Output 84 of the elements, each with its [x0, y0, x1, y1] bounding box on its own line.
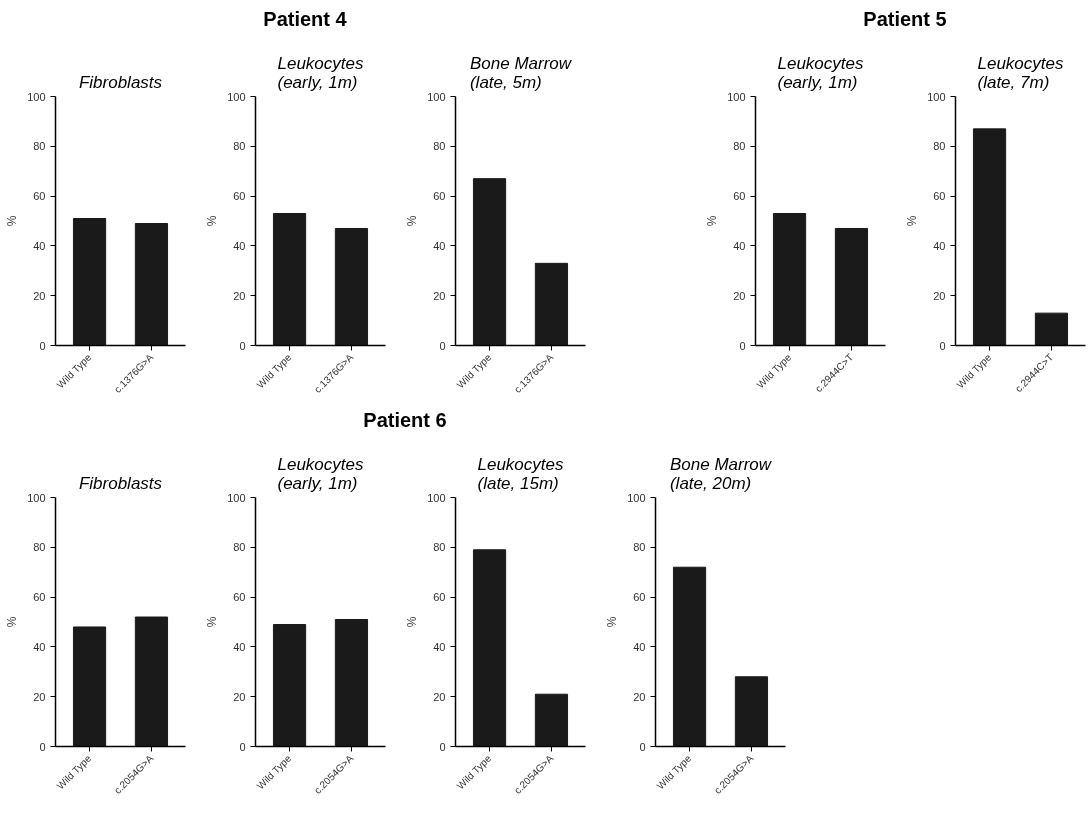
y-tick-label: 20	[33, 690, 46, 703]
y-tick-label: 0	[39, 339, 46, 352]
y-tick-label: 80	[733, 140, 746, 153]
y-tick-label: 40	[233, 239, 246, 252]
y-tick-label: 20	[733, 289, 746, 302]
y-tick-label: 0	[239, 339, 246, 352]
chart-title: Leukocytes (late, 7m)	[977, 53, 1064, 92]
y-tick-label: 80	[233, 140, 246, 153]
y-tick-label: 0	[439, 740, 446, 753]
y-tick-label: 20	[233, 690, 246, 703]
y-tick-label: 0	[939, 339, 946, 352]
chart-title: Leukocytes (early, 1m)	[277, 454, 364, 493]
y-tick-label: 80	[633, 541, 646, 554]
y-axis-title: %	[5, 616, 20, 628]
y-tick-label: 100	[727, 90, 746, 103]
y-tick-label: 0	[39, 740, 46, 753]
y-axis-title: %	[205, 616, 220, 628]
y-tick-label: 60	[733, 190, 746, 203]
y-tick-label: 60	[33, 591, 46, 604]
x-tick-label: Wild Type	[254, 752, 294, 792]
y-axis-title: %	[405, 215, 420, 227]
y-tick-label: 60	[33, 190, 46, 203]
y-tick-label: 80	[433, 140, 446, 153]
x-tick-label: Wild Type	[454, 351, 494, 391]
x-tick-label: Wild Type	[54, 351, 94, 391]
chart-title: Leukocytes (early, 1m)	[777, 53, 864, 92]
y-tick-label: 100	[227, 90, 246, 103]
y-tick-label: 100	[627, 491, 646, 504]
y-tick-label: 60	[933, 190, 946, 203]
y-tick-label: 0	[439, 339, 446, 352]
chart-title: Fibroblasts	[78, 473, 163, 493]
y-tick-label: 20	[33, 289, 46, 302]
y-tick-label: 80	[33, 541, 46, 554]
y-axis-title: %	[5, 215, 20, 227]
y-tick-label: 40	[933, 239, 946, 252]
y-tick-label: 80	[933, 140, 946, 153]
x-tick-label: Wild Type	[754, 351, 794, 391]
y-tick-label: 100	[927, 90, 946, 103]
y-tick-label: 0	[739, 339, 746, 352]
x-tick-label: Wild Type	[654, 752, 694, 792]
y-tick-label: 40	[433, 640, 446, 653]
y-tick-label: 40	[33, 640, 46, 653]
y-tick-label: 20	[233, 289, 246, 302]
y-tick-label: 40	[433, 239, 446, 252]
y-axis-title: %	[605, 616, 620, 628]
x-tick-label: Wild Type	[454, 752, 494, 792]
y-axis-title: %	[405, 616, 420, 628]
chart-title: Bone Marrow (late, 5m)	[469, 53, 573, 92]
x-tick-label: Wild Type	[954, 351, 994, 391]
y-tick-label: 80	[433, 541, 446, 554]
y-tick-label: 60	[233, 190, 246, 203]
chart-title: Leukocytes (late, 15m)	[477, 454, 564, 493]
y-tick-label: 100	[427, 491, 446, 504]
text: Patient 4	[263, 7, 347, 32]
x-tick-label: Wild Type	[54, 752, 94, 792]
y-tick-label: 80	[33, 140, 46, 153]
y-tick-label: 20	[433, 690, 446, 703]
y-tick-label: 60	[633, 591, 646, 604]
y-tick-label: 100	[227, 491, 246, 504]
y-tick-label: 20	[933, 289, 946, 302]
y-axis-title: %	[205, 215, 220, 227]
y-tick-label: 100	[27, 90, 46, 103]
x-tick-label: Wild Type	[254, 351, 294, 391]
y-tick-label: 80	[233, 541, 246, 554]
text: Patient 6	[363, 408, 447, 433]
y-tick-label: 60	[233, 591, 246, 604]
y-tick-label: 60	[433, 190, 446, 203]
y-tick-label: 20	[633, 690, 646, 703]
y-tick-label: 40	[33, 239, 46, 252]
y-axis-title: %	[905, 215, 920, 227]
text: Patient 5	[863, 7, 947, 32]
y-tick-label: 0	[239, 740, 246, 753]
y-axis-title: %	[705, 215, 720, 227]
y-tick-label: 40	[633, 640, 646, 653]
y-tick-label: 100	[27, 491, 46, 504]
y-tick-label: 0	[639, 740, 646, 753]
y-tick-label: 40	[233, 640, 246, 653]
chart-title: Fibroblasts	[78, 72, 163, 92]
y-tick-label: 60	[433, 591, 446, 604]
chart-title: Bone Marrow (late, 20m)	[669, 454, 773, 493]
y-tick-label: 20	[433, 289, 446, 302]
y-tick-label: 40	[733, 239, 746, 252]
y-tick-label: 100	[427, 90, 446, 103]
chart-title: Leukocytes (early, 1m)	[277, 53, 364, 92]
